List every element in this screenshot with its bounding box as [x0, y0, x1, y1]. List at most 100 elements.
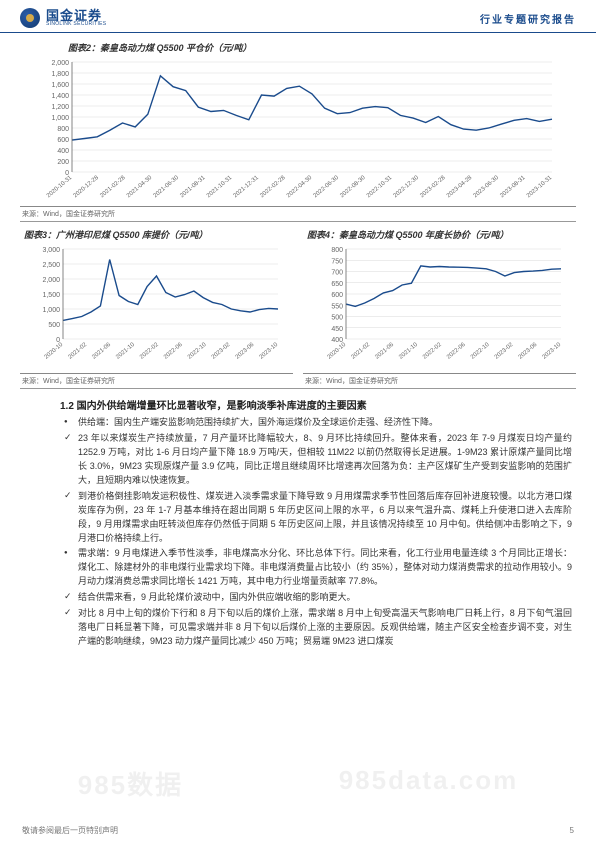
- svg-text:2023-10: 2023-10: [259, 342, 280, 361]
- svg-text:1,500: 1,500: [42, 292, 60, 299]
- page-number: 5: [570, 826, 574, 835]
- svg-text:2023-06: 2023-06: [518, 342, 539, 361]
- svg-text:2021-06: 2021-06: [91, 342, 112, 361]
- chart-2-title: 图表2：秦皇岛动力煤 Q5500 平仓价（元/吨）: [68, 41, 576, 54]
- bullet-2-text: 到港价格倒挂影响发运积极性、煤炭进入淡季需求量下降导致 9 月用煤需求季节性回落…: [78, 490, 572, 546]
- svg-text:2021-10: 2021-10: [115, 342, 136, 361]
- svg-text:2021-12-31: 2021-12-31: [233, 175, 261, 200]
- svg-text:500: 500: [331, 315, 343, 322]
- svg-text:550: 550: [331, 303, 343, 310]
- svg-text:2023-10-31: 2023-10-31: [526, 175, 554, 200]
- svg-text:600: 600: [331, 292, 343, 299]
- svg-text:2023-06-30: 2023-06-30: [473, 175, 501, 200]
- svg-text:2021-02: 2021-02: [67, 342, 88, 361]
- chart-4-title: 图表4：秦皇岛动力煤 Q5500 年度长协价（元/吨）: [307, 228, 576, 241]
- svg-text:1,600: 1,600: [51, 82, 69, 89]
- page-header: 国金证券 SINOLINK SECURITIES 行业专题研究报告: [0, 0, 596, 33]
- svg-text:1,200: 1,200: [51, 104, 69, 111]
- bullet-supply-text: 供给端：国内生产端安监影响范围持续扩大，国外海运煤价及全球运价走强、经济性下降。: [78, 416, 572, 430]
- svg-text:800: 800: [57, 126, 69, 133]
- svg-text:2023-10: 2023-10: [542, 342, 563, 361]
- svg-text:600: 600: [57, 137, 69, 144]
- svg-text:2022-02-28: 2022-02-28: [259, 175, 287, 200]
- svg-text:650: 650: [331, 281, 343, 288]
- svg-text:2021-02: 2021-02: [350, 342, 371, 361]
- logo-block: 国金证券 SINOLINK SECURITIES: [20, 8, 106, 28]
- footer-disclaimer: 敬请参阅最后一页特别声明: [22, 825, 118, 836]
- bullet-dot-icon: [64, 416, 78, 430]
- svg-text:2022-02: 2022-02: [422, 342, 443, 361]
- svg-text:750: 750: [331, 258, 343, 265]
- bullet-supply: 供给端：国内生产端安监影响范围持续扩大，国外海运煤价及全球运价走强、经济性下降。: [64, 416, 572, 430]
- svg-text:1,800: 1,800: [51, 71, 69, 78]
- document-type: 行业专题研究报告: [480, 11, 576, 26]
- check-icon: [64, 607, 78, 649]
- svg-text:2022-12-30: 2022-12-30: [393, 175, 421, 200]
- svg-text:2022-10: 2022-10: [187, 342, 208, 361]
- chart-3-source: 来源：Wind，国金证券研究所: [22, 376, 293, 386]
- svg-text:1,000: 1,000: [42, 307, 60, 314]
- check-icon: [64, 432, 78, 488]
- svg-text:2020-12-28: 2020-12-28: [73, 175, 101, 200]
- chart-3-svg: 05001,0001,5002,0002,5003,0002020-102021…: [20, 243, 293, 373]
- svg-text:2,500: 2,500: [42, 262, 60, 269]
- bullet-4-text: 对比 8 月中上旬的煤价下行和 8 月下旬以后的煤价上涨，需求端 8 月中上旬受…: [78, 607, 572, 649]
- svg-text:2022-02: 2022-02: [139, 342, 160, 361]
- svg-text:2023-06: 2023-06: [235, 342, 256, 361]
- chart-3-block: 图表3：广州港印尼煤 Q5500 库提价（元/吨） 05001,0001,500…: [20, 226, 293, 386]
- svg-text:2020-10: 2020-10: [327, 342, 348, 361]
- svg-text:2021-04-30: 2021-04-30: [126, 175, 154, 200]
- chart-4-svg: 4004505005506006507007508002020-102021-0…: [303, 243, 576, 373]
- check-icon: [64, 591, 78, 605]
- bullet-demand-text: 需求端：9 月电煤进入季节性淡季，非电煤高水分化、环比总体下行。同比来看，化工行…: [78, 547, 572, 589]
- chart-2-source: 来源：Wind，国金证券研究所: [22, 209, 576, 219]
- svg-text:2021-06: 2021-06: [374, 342, 395, 361]
- watermark-a: 985数据: [78, 765, 183, 802]
- page-footer: 敬请参阅最后一页特别声明 5: [0, 825, 596, 836]
- svg-text:2,000: 2,000: [42, 277, 60, 284]
- svg-text:2,000: 2,000: [51, 60, 69, 67]
- svg-text:3,000: 3,000: [42, 247, 60, 254]
- svg-text:2021-02-28: 2021-02-28: [99, 175, 127, 200]
- svg-text:2023-02: 2023-02: [211, 342, 232, 361]
- svg-text:2022-10: 2022-10: [470, 342, 491, 361]
- svg-text:400: 400: [57, 148, 69, 155]
- svg-text:2023-02: 2023-02: [494, 342, 515, 361]
- svg-text:2021-10: 2021-10: [398, 342, 419, 361]
- svg-text:2022-10-31: 2022-10-31: [366, 175, 394, 200]
- svg-text:700: 700: [331, 270, 343, 277]
- svg-text:2021-10-31: 2021-10-31: [206, 175, 234, 200]
- chart-row: 图表3：广州港印尼煤 Q5500 库提价（元/吨） 05001,0001,500…: [20, 226, 576, 386]
- svg-text:2023-04-28: 2023-04-28: [446, 175, 474, 200]
- watermark: 985数据 985data.com: [0, 765, 596, 802]
- logo-icon: [20, 8, 40, 28]
- svg-text:1,400: 1,400: [51, 93, 69, 100]
- svg-text:450: 450: [331, 326, 343, 333]
- svg-text:2021-08-31: 2021-08-31: [179, 175, 207, 200]
- bullet-1-text: 23 年以来煤炭生产持续放量，7 月产量环比降幅较大，8、9 月环比持续回升。整…: [78, 432, 572, 488]
- chart-3-title: 图表3：广州港印尼煤 Q5500 库提价（元/吨）: [24, 228, 293, 241]
- svg-text:800: 800: [331, 247, 343, 254]
- svg-text:2020-10: 2020-10: [44, 342, 65, 361]
- divider: [20, 221, 576, 222]
- chart-2-svg: 02004006008001,0001,2001,4001,6001,8002,…: [20, 56, 576, 206]
- svg-text:2023-02-28: 2023-02-28: [419, 175, 447, 200]
- svg-text:2022-06: 2022-06: [446, 342, 467, 361]
- svg-text:2023-08-31: 2023-08-31: [499, 175, 527, 200]
- watermark-b: 985data.com: [339, 765, 519, 802]
- logo-text-en: SINOLINK SECURITIES: [46, 22, 106, 27]
- bullet-dot-icon: [64, 547, 78, 589]
- bullet-check-1: 23 年以来煤炭生产持续放量，7 月产量环比降幅较大，8、9 月环比持续回升。整…: [64, 432, 572, 488]
- chart-4-block: 图表4：秦皇岛动力煤 Q5500 年度长协价（元/吨） 400450500550…: [303, 226, 576, 386]
- svg-text:2022-06: 2022-06: [163, 342, 184, 361]
- bullet-demand: 需求端：9 月电煤进入季节性淡季，非电煤高水分化、环比总体下行。同比来看，化工行…: [64, 547, 572, 589]
- svg-text:1,000: 1,000: [51, 115, 69, 122]
- svg-text:2022-04-30: 2022-04-30: [286, 175, 314, 200]
- svg-text:2022-06-30: 2022-06-30: [313, 175, 341, 200]
- chart-2-block: 图表2：秦皇岛动力煤 Q5500 平仓价（元/吨） 02004006008001…: [20, 41, 576, 219]
- svg-text:200: 200: [57, 159, 69, 166]
- svg-text:2021-06-30: 2021-06-30: [153, 175, 181, 200]
- bullet-check-3: 结合供需来看，9 月此轮煤价波动中，国内外供应端收缩的影响更大。: [64, 591, 572, 605]
- check-icon: [64, 490, 78, 546]
- svg-text:2022-08-30: 2022-08-30: [339, 175, 367, 200]
